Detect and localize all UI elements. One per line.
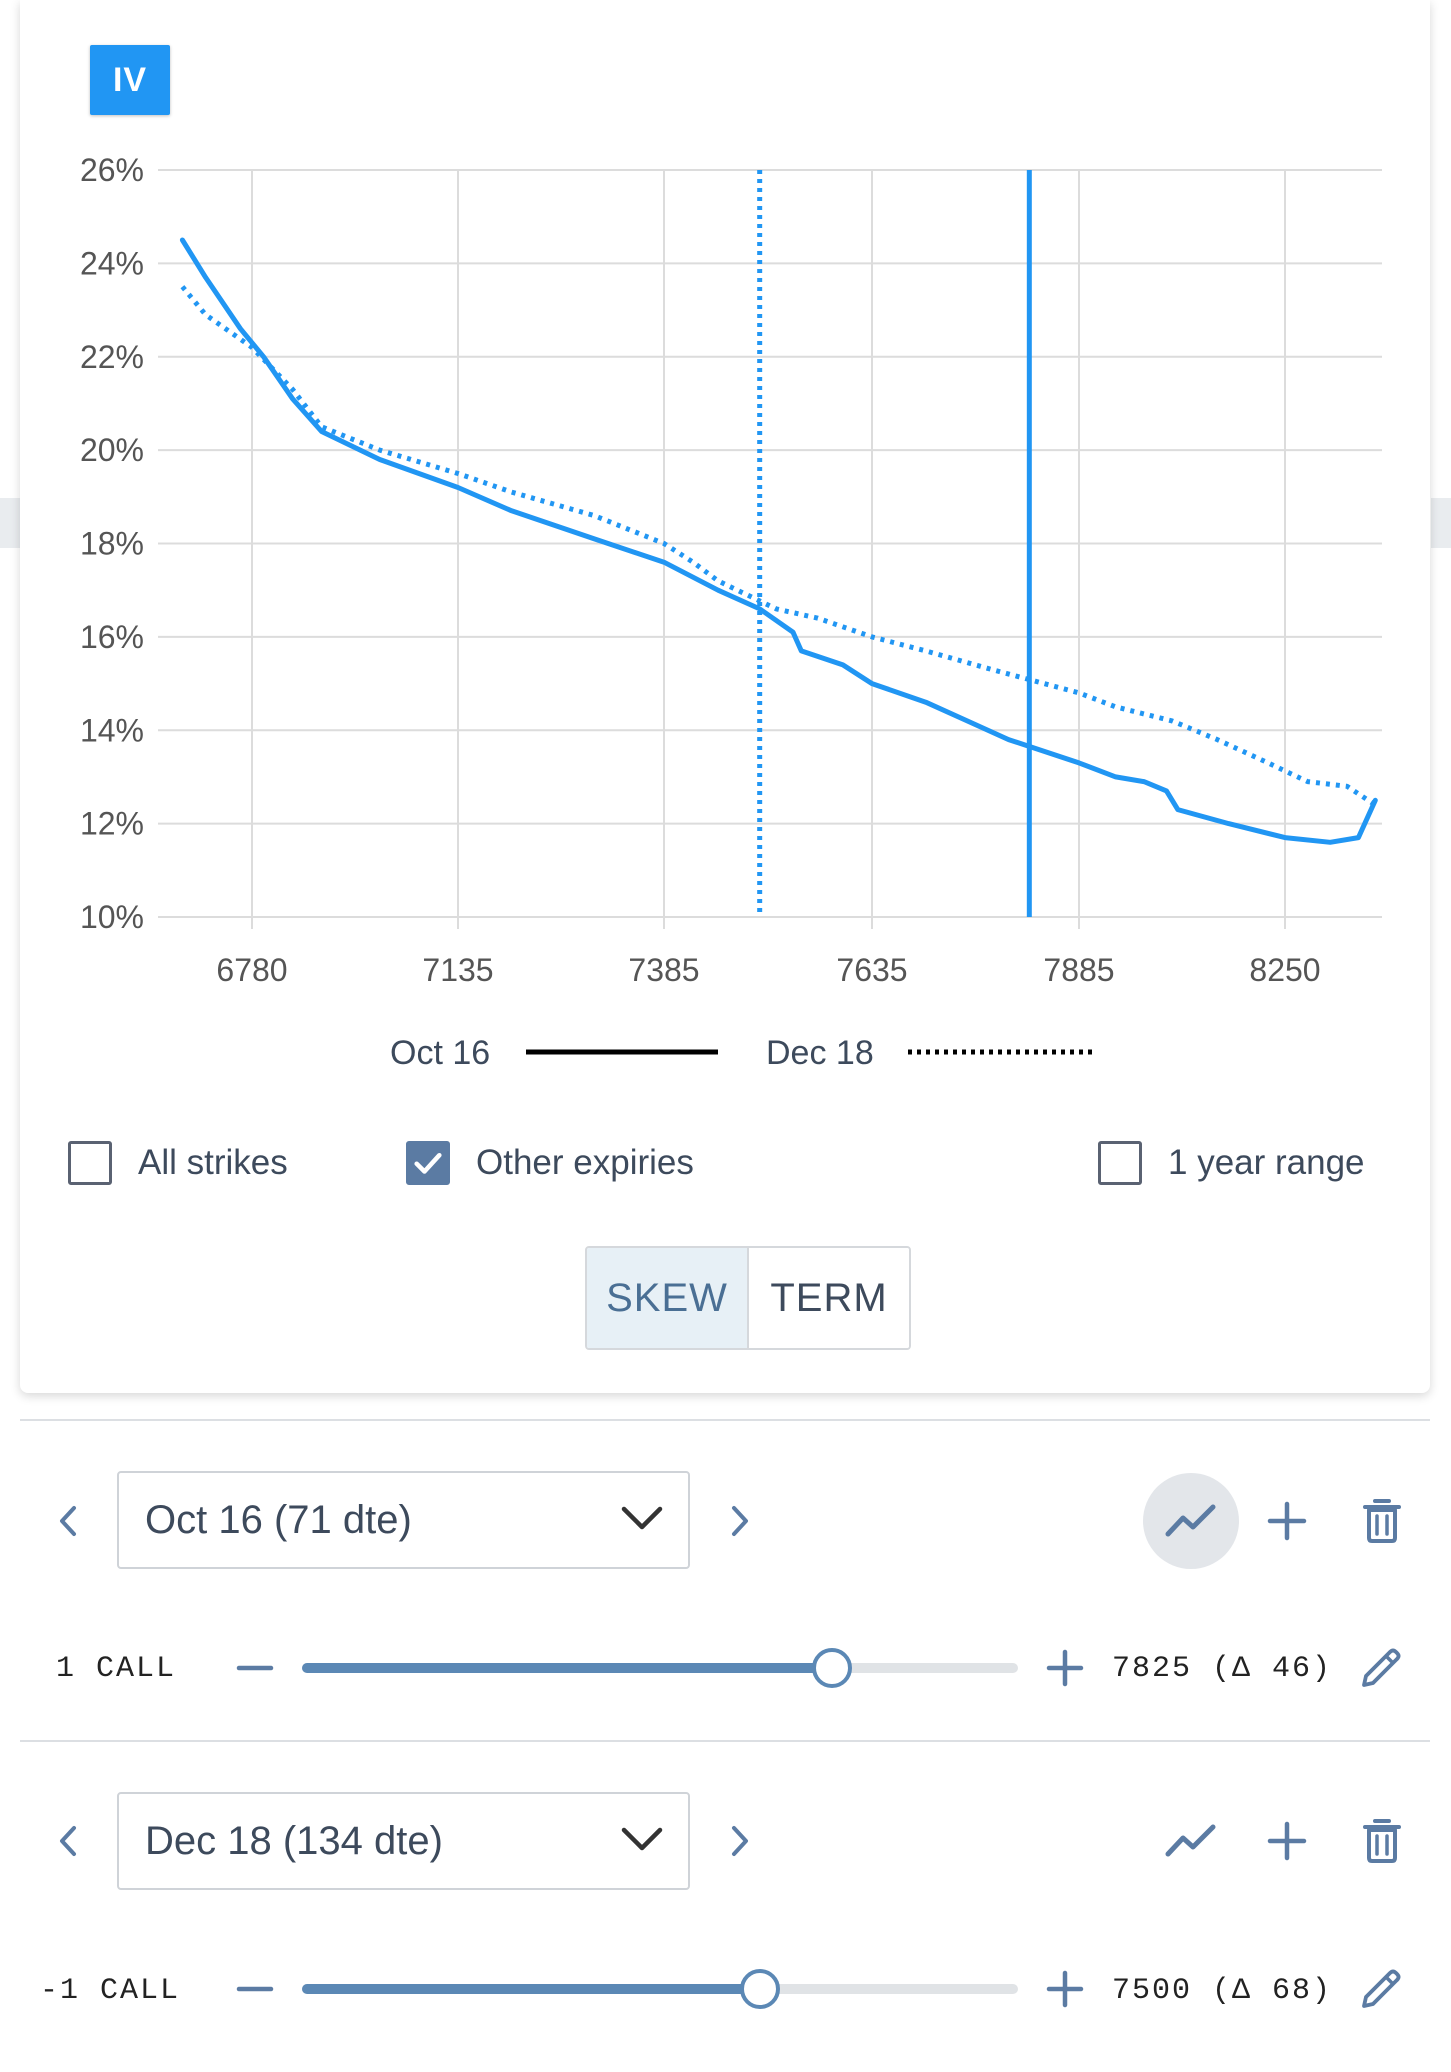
expiry-select[interactable]: Dec 18 (134 dte)	[117, 1792, 690, 1890]
edit-leg-button[interactable]	[1358, 1645, 1404, 1691]
y-tick-label: 14%	[80, 712, 144, 748]
y-tick-label: 12%	[80, 806, 144, 842]
section-divider	[20, 1419, 1430, 1421]
strike-value: 7825 (Δ 46)	[1112, 1652, 1333, 1686]
x-tick-label: 6780	[216, 952, 287, 988]
term-toggle-button[interactable]: TERM	[749, 1248, 909, 1348]
expiry-select[interactable]: Oct 16 (71 dte)	[117, 1471, 690, 1569]
all-strikes-label: All strikes	[138, 1143, 288, 1182]
leg-position-label: 1 CALL	[56, 1652, 177, 1686]
x-tick-label: 7135	[422, 952, 493, 988]
iv-chart-card: 10% 12% 14% 16% 18% 20% 22% 24% 26% 6780 7135 7385 7…	[20, 0, 1430, 1393]
strike-slider-thumb[interactable]	[740, 1969, 781, 2009]
minus-icon	[236, 1665, 274, 1671]
leg-divider	[20, 1740, 1430, 1742]
iv-skew-chart: 10% 12% 14% 16% 18% 20% 22% 24% 26% 6780 7135 7385 7…	[80, 152, 1382, 1072]
plus-icon	[1267, 1821, 1307, 1861]
delete-leg-button[interactable]	[1334, 1473, 1430, 1569]
strike-slider[interactable]	[302, 1648, 1018, 1688]
edit-leg-button[interactable]	[1358, 1966, 1404, 2012]
increase-strike-button[interactable]	[1046, 1649, 1084, 1687]
pencil-icon	[1362, 1648, 1401, 1687]
x-tick-label: 7885	[1043, 952, 1114, 988]
plus-icon	[1046, 1649, 1084, 1687]
legend-label: Dec 18	[766, 1034, 874, 1072]
delete-leg-button[interactable]	[1334, 1793, 1430, 1889]
chevron-down-icon	[621, 1827, 663, 1851]
all-strikes-option[interactable]: All strikes	[68, 1138, 288, 1188]
other-expiries-option[interactable]: Other expiries	[406, 1138, 694, 1188]
year-range-checkbox[interactable]	[1098, 1141, 1142, 1185]
year-range-option[interactable]: 1 year range	[1098, 1138, 1365, 1188]
leg-position-label: -1 CALL	[40, 1974, 181, 2008]
y-tick-label: 24%	[80, 245, 144, 281]
minus-icon	[236, 1986, 274, 1992]
increase-strike-button[interactable]	[1046, 1970, 1084, 2008]
strike-slider[interactable]	[302, 1969, 1018, 2009]
y-tick-label: 22%	[80, 339, 144, 375]
expiry-select-value: Dec 18 (134 dte)	[145, 1818, 443, 1863]
strike-slider-fill	[302, 1663, 832, 1673]
trash-icon	[1363, 1819, 1401, 1863]
chevron-down-icon	[621, 1506, 663, 1530]
year-range-label: 1 year range	[1168, 1143, 1365, 1182]
strike-slider-fill	[302, 1984, 761, 1994]
legend-label: Oct 16	[390, 1034, 490, 1072]
plus-icon	[1267, 1501, 1307, 1541]
chart-line-icon	[1165, 1824, 1216, 1857]
series-line-dec-18	[180, 285, 1377, 808]
next-expiry-button[interactable]	[720, 1496, 760, 1546]
x-tick-label: 7635	[836, 952, 907, 988]
strike-value: 7500 (Δ 68)	[1112, 1974, 1333, 2008]
show-chart-button[interactable]	[1143, 1793, 1239, 1889]
decrease-strike-button[interactable]	[236, 1650, 274, 1686]
y-tick-label: 26%	[80, 152, 144, 188]
checkmark-icon	[414, 1152, 442, 1174]
skew-toggle-button[interactable]: SKEW	[587, 1248, 749, 1348]
series-line-oct-16	[179, 237, 1378, 845]
y-tick-label: 16%	[80, 619, 144, 655]
add-leg-button[interactable]	[1239, 1793, 1335, 1889]
chart-line-icon	[1165, 1504, 1216, 1537]
y-tick-label: 10%	[80, 899, 144, 935]
chevron-left-icon	[60, 1826, 76, 1856]
strike-slider-thumb[interactable]	[811, 1648, 852, 1688]
view-toggle: SKEW TERM	[585, 1246, 911, 1350]
x-tick-label: 7385	[628, 952, 699, 988]
plus-icon	[1046, 1970, 1084, 2008]
x-tick-label: 8250	[1249, 952, 1320, 988]
background-band	[1431, 498, 1451, 548]
y-tick-label: 18%	[80, 526, 144, 562]
decrease-strike-button[interactable]	[236, 1971, 274, 2007]
chevron-right-icon	[732, 1826, 748, 1856]
add-leg-button[interactable]	[1239, 1473, 1335, 1569]
all-strikes-checkbox[interactable]	[68, 1141, 112, 1185]
expiry-select-value: Oct 16 (71 dte)	[145, 1497, 412, 1542]
other-expiries-label: Other expiries	[476, 1143, 694, 1182]
next-expiry-button[interactable]	[720, 1816, 760, 1866]
pencil-icon	[1362, 1969, 1401, 2008]
y-tick-label: 20%	[80, 432, 144, 468]
prev-expiry-button[interactable]	[48, 1496, 88, 1546]
prev-expiry-button[interactable]	[48, 1816, 88, 1866]
background-band	[0, 498, 20, 548]
show-chart-button[interactable]	[1143, 1473, 1239, 1569]
other-expiries-checkbox[interactable]	[406, 1141, 450, 1185]
iv-badge[interactable]: IV	[90, 45, 170, 115]
trash-icon	[1363, 1499, 1401, 1543]
chevron-right-icon	[732, 1506, 748, 1536]
chevron-left-icon	[60, 1506, 76, 1536]
